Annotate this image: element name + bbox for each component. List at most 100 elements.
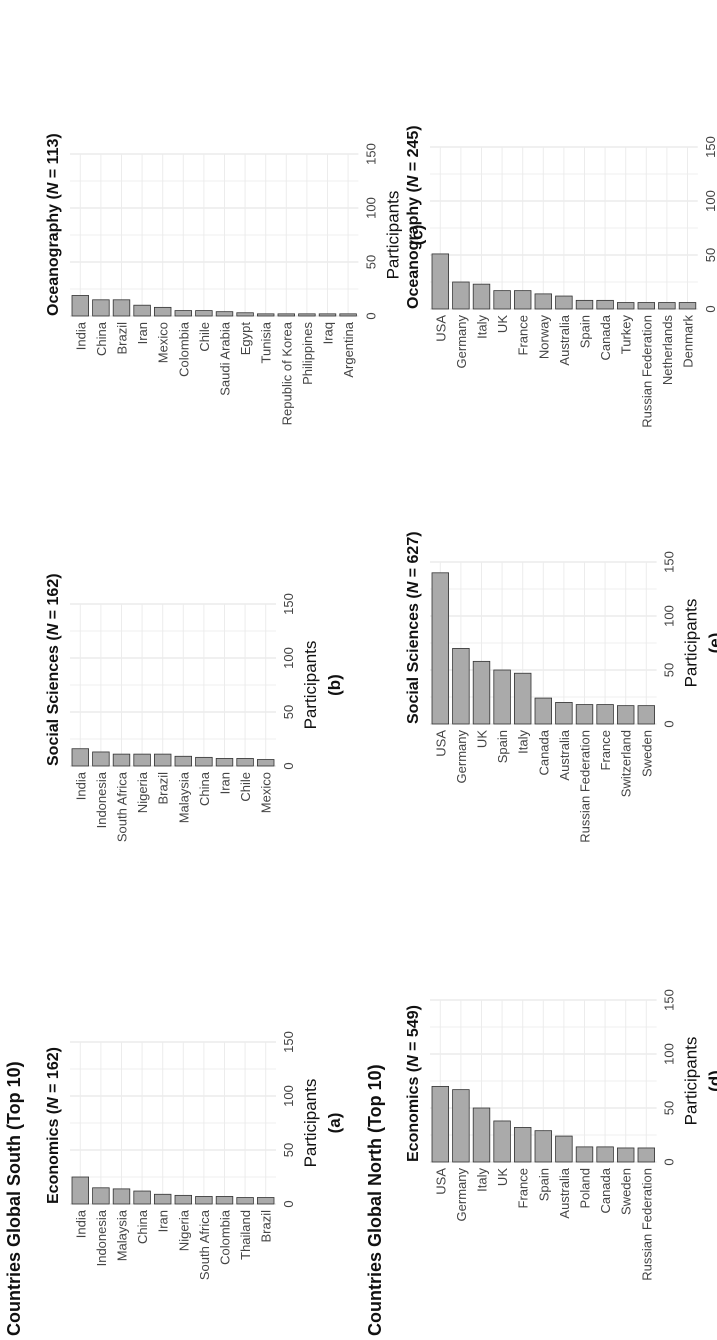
tick-label: 0 xyxy=(662,720,677,727)
bar-nigeria xyxy=(174,1194,193,1205)
chart-title: Oceanography (N = 245) xyxy=(405,125,422,309)
chart-title-prefix: Social Sciences ( xyxy=(45,635,62,766)
category-label: Colombia xyxy=(176,321,191,377)
bar-brazil xyxy=(153,753,172,767)
category-label: Italy xyxy=(475,315,490,339)
bar-italy xyxy=(472,283,491,310)
x-axis-label: Participants xyxy=(682,599,701,688)
tick-label: 50 xyxy=(662,1101,677,1115)
bar-australia xyxy=(555,701,573,725)
bar-south-africa xyxy=(112,753,131,767)
bar-germany xyxy=(452,281,470,310)
bar-chile xyxy=(236,758,254,767)
category-label: Iran xyxy=(218,772,233,794)
category-label: Poland xyxy=(578,1168,593,1208)
chart-title: Economics (N = 549) xyxy=(405,1005,422,1162)
tick-label: 100 xyxy=(281,647,296,669)
category-label: Republic of Korea xyxy=(279,321,294,425)
category-label: South Africa xyxy=(115,771,130,842)
bar-thailand xyxy=(236,1197,254,1205)
category-label: France xyxy=(598,730,613,770)
tick-label: 150 xyxy=(281,593,296,615)
category-label: Norway xyxy=(536,315,551,360)
chart-title-suffix: = 162) xyxy=(45,573,62,623)
category-label: Argentina xyxy=(341,321,356,377)
category-label: Netherlands xyxy=(660,315,675,386)
tick-label: 50 xyxy=(662,663,677,677)
category-label: Australia xyxy=(557,314,572,365)
chart-title-n: N xyxy=(405,581,422,593)
bar-sweden xyxy=(617,1147,635,1163)
category-label: Spain xyxy=(578,315,593,348)
bar-canada xyxy=(596,299,614,310)
category-label: Chile xyxy=(197,322,212,352)
chart-title: Social Sciences (N = 162) xyxy=(45,573,62,766)
bar-australia xyxy=(555,295,573,310)
category-label: Mexico xyxy=(259,772,274,813)
bar-mexico xyxy=(256,759,275,767)
bar-germany xyxy=(452,1089,470,1163)
category-label: South Africa xyxy=(197,1209,212,1280)
bar-usa xyxy=(431,1086,450,1163)
bar-chile xyxy=(195,310,213,317)
category-label: Italy xyxy=(475,1168,490,1192)
bar-iran xyxy=(133,304,151,317)
category-label: Russian Federation xyxy=(639,1168,654,1281)
bar-indonesia xyxy=(92,751,110,767)
tick-label: 150 xyxy=(281,1031,296,1053)
category-label: UK xyxy=(495,1168,510,1186)
chart-title-prefix: Oceanography ( xyxy=(405,187,422,309)
category-label: Philippines xyxy=(300,322,315,385)
chart-title: Economics (N = 162) xyxy=(45,1047,62,1204)
bar-france xyxy=(514,290,532,310)
bar-france xyxy=(514,1127,532,1163)
category-label: Tunisia xyxy=(259,321,274,363)
category-label: Iran xyxy=(156,1210,171,1232)
bar-denmark xyxy=(678,302,697,310)
category-label: Malaysia xyxy=(176,771,191,823)
chart-title-suffix: = 549) xyxy=(405,1005,422,1055)
category-label: Russian Federation xyxy=(639,315,654,428)
category-label: Nigeria xyxy=(176,1209,191,1251)
bar-malaysia xyxy=(112,1188,131,1205)
category-label: Indonesia xyxy=(94,1209,109,1266)
bar-uk xyxy=(493,1120,511,1163)
category-label: Thailand xyxy=(238,1210,253,1260)
category-label: Australia xyxy=(557,729,572,780)
chart-title-suffix: = 627) xyxy=(405,531,422,581)
chart-title-n: N xyxy=(45,1097,62,1109)
bar-malaysia xyxy=(174,755,193,767)
tick-label: 100 xyxy=(281,1085,296,1107)
bar-china xyxy=(195,756,213,767)
bar-sweden xyxy=(637,705,656,725)
tick-label: 50 xyxy=(703,248,717,262)
category-label: Australia xyxy=(557,1167,572,1218)
bar-philippines xyxy=(298,313,316,317)
category-label: Italy xyxy=(516,730,531,754)
chart-title-n: N xyxy=(45,182,62,194)
panel-label: (e) xyxy=(706,633,717,654)
category-label: Brazil xyxy=(156,772,171,805)
category-label: Germany xyxy=(454,315,469,369)
bar-india xyxy=(71,1176,90,1205)
panel-label: (b) xyxy=(325,674,344,696)
chart-title-n: N xyxy=(45,623,62,635)
tick-label: 50 xyxy=(281,1143,296,1157)
x-axis-label: Participants xyxy=(682,1037,701,1126)
bar-mexico xyxy=(153,306,172,317)
bar-germany xyxy=(452,648,470,725)
bar-argentina xyxy=(339,313,357,317)
bar-brazil xyxy=(256,1197,275,1205)
category-label: Saudi Arabia xyxy=(218,321,233,395)
panel-label: (c) xyxy=(407,225,426,246)
category-label: Canada xyxy=(536,729,551,775)
chart-title-prefix: Economics ( xyxy=(405,1066,422,1162)
chart-title-suffix: = 245) xyxy=(405,125,422,175)
category-label: Spain xyxy=(495,730,510,763)
bar-australia xyxy=(555,1135,573,1163)
bar-spain xyxy=(534,1130,553,1163)
category-label: Chile xyxy=(238,772,253,802)
chart-panel-f: Oceanography (N = 245) USA Germany Italy UK F… xyxy=(405,125,717,427)
chart-panel-e: Social Sciences (N = 627) USA Germany UK Spa… xyxy=(405,531,717,842)
